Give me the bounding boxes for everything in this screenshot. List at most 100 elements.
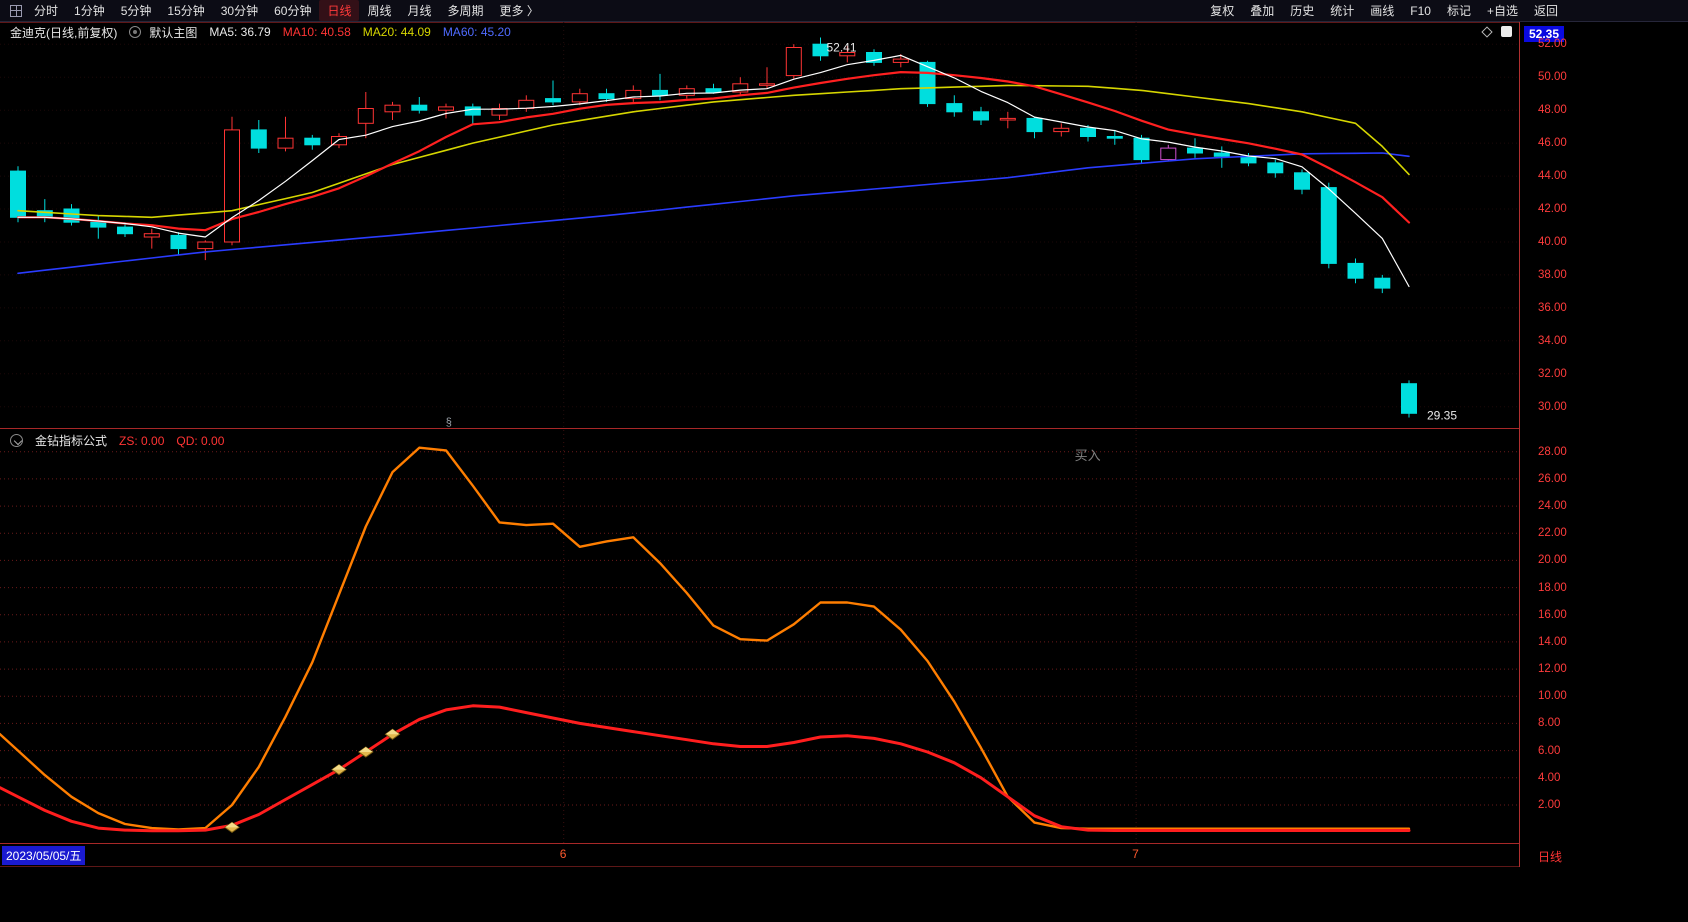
tool-f10-button[interactable]: F10 (1410, 3, 1431, 18)
indicator-axis-label: 10.00 (1538, 690, 1567, 703)
candle-body (491, 108, 508, 116)
main-chart-info-bar: 金迪克(日线,前复权) 默认主图 MA5: 36.79 MA10: 40.58 … (10, 24, 523, 40)
candle-body (652, 89, 668, 96)
month-tick-label: 6 (559, 847, 567, 861)
indicator-axis-label: 28.00 (1538, 445, 1567, 458)
indicator-annotation: 买入 (1075, 448, 1101, 463)
first-date-chip: 2023/05/05/五 (2, 846, 86, 865)
candle-body (625, 89, 642, 100)
candle-body (812, 43, 829, 57)
indicator-series-qd (0, 446, 1411, 831)
candle-body (304, 137, 321, 146)
month-tick-label: 7 (1132, 847, 1139, 861)
indicator-axis-label: 8.00 (1538, 717, 1561, 730)
period-tab-multi[interactable]: 多周期 (447, 4, 484, 18)
ma60-value: MA60: 45.20 (442, 25, 511, 39)
indicator-axis-label: 6.00 (1538, 744, 1561, 757)
candle-body (571, 93, 588, 103)
panel-divider (0, 428, 1688, 429)
candle-body (1294, 172, 1310, 190)
candle-body (117, 226, 133, 235)
stock-title: 金迪克(日线,前复权) (10, 25, 118, 40)
price-annotation: 52.41 (827, 41, 857, 55)
indicator-axis-label: 22.00 (1538, 527, 1567, 540)
price-axis-label: 40.00 (1538, 236, 1567, 248)
candle-body (839, 52, 856, 57)
indicator-axis-label: 4.00 (1538, 771, 1561, 784)
candle-body (946, 103, 963, 113)
main-candlestick-chart[interactable]: 52.41 29.35 § (0, 22, 1518, 429)
candle-body (90, 221, 107, 228)
candle-body (598, 93, 615, 100)
candle-body (1213, 152, 1230, 157)
period-tab-15min[interactable]: 15分钟 (167, 4, 205, 18)
indicator-chart[interactable]: 买入 (0, 430, 1518, 843)
diamond-marker-icon[interactable] (1481, 25, 1493, 38)
price-axis-label: 52.00 (1538, 38, 1567, 51)
indicator-axis-label: 12.00 (1538, 663, 1567, 676)
price-annotation: 29.35 (1427, 409, 1457, 423)
candle-body (411, 104, 428, 111)
ma60-line (17, 152, 1410, 275)
candle-body (759, 83, 775, 86)
period-tab-monthly[interactable]: 月线 (407, 4, 432, 18)
info-right-icons (1481, 25, 1512, 38)
toolbar: 分时 1分钟 5分钟 15分钟 30分钟 60分钟 日线 周线 月线 多周期 更… (0, 0, 1688, 22)
price-axis-label: 30.00 (1538, 400, 1567, 413)
tool-stats-button[interactable]: 统计 (1330, 4, 1355, 18)
tool-history-button[interactable]: 历史 (1290, 4, 1315, 18)
candle-body (1374, 277, 1391, 289)
period-tab-1min[interactable]: 1分钟 (74, 4, 105, 18)
price-axis-label: 50.00 (1538, 71, 1567, 84)
candle-body (892, 58, 909, 63)
candle-body (143, 233, 160, 238)
ma5-value: MA5: 36.79 (209, 25, 271, 39)
candle-body (384, 104, 401, 113)
tool-back-button[interactable]: 返回 (1533, 4, 1558, 18)
candle-body (1053, 127, 1070, 133)
price-axis-label: 42.00 (1538, 203, 1567, 215)
candle-body (197, 241, 214, 250)
period-tab-30min[interactable]: 30分钟 (220, 4, 259, 18)
price-annotation: § (446, 417, 452, 429)
lock-screen-icon[interactable] (1501, 26, 1512, 37)
main-chart-layout-label[interactable]: 默认主图 (149, 25, 198, 40)
period-tab-fenshi[interactable]: 分时 (34, 4, 59, 18)
price-axis-label: 46.00 (1538, 137, 1567, 150)
indicator-axis-label: 16.00 (1538, 608, 1567, 621)
period-tab-daily[interactable]: 日线 (319, 0, 360, 21)
period-tab-weekly[interactable]: 周线 (367, 4, 392, 18)
candle-body (357, 108, 374, 124)
indicator-axis-label: 18.00 (1538, 581, 1567, 594)
chart-style-icon[interactable] (129, 26, 142, 38)
price-axis-label: 32.00 (1538, 367, 1567, 380)
candle-body (1187, 147, 1203, 154)
axis-period-label[interactable]: 日线 (1538, 850, 1563, 864)
signal-diamond-icon (357, 746, 374, 758)
ma10-value: MA10: 40.58 (282, 25, 351, 39)
tool-add-watchlist-button[interactable]: +自选 (1486, 4, 1518, 18)
indicator-qd-value: QD: 0.00 (176, 433, 225, 448)
toolbar-period-group: 分时 1分钟 5分钟 15分钟 30分钟 60分钟 日线 周线 月线 多周期 更… (0, 0, 1202, 21)
signal-diamond-icon (331, 763, 347, 776)
tool-drawline-button[interactable]: 画线 (1370, 4, 1395, 18)
price-axis-label: 48.00 (1538, 104, 1567, 117)
window-grid-icon[interactable] (10, 4, 22, 17)
indicator-name[interactable]: 金钻指标公式 (35, 434, 108, 448)
collapse-chevron-icon[interactable] (10, 434, 23, 447)
candle-body (277, 137, 294, 149)
toolbar-more-button[interactable]: 更多 〉 (499, 4, 539, 18)
tool-fuquan-button[interactable]: 复权 (1210, 4, 1235, 18)
period-tab-60min[interactable]: 60分钟 (274, 4, 312, 18)
indicator-zs-value: ZS: 0.00 (119, 433, 165, 448)
tool-mark-button[interactable]: 标记 (1446, 4, 1471, 18)
candle-body (1106, 136, 1123, 139)
indicator-axis-label: 2.00 (1538, 799, 1561, 811)
tool-overlay-button[interactable]: 叠加 (1250, 4, 1275, 18)
candle-body (331, 136, 347, 146)
ma20-value: MA20: 44.09 (362, 25, 431, 39)
period-tab-5min[interactable]: 5分钟 (120, 4, 152, 18)
candle-body (1267, 162, 1284, 174)
right-axis-column: 52.35 日线 52.00 50.00 48.00 46.00 44.00 42.00 4… (1519, 22, 1688, 867)
